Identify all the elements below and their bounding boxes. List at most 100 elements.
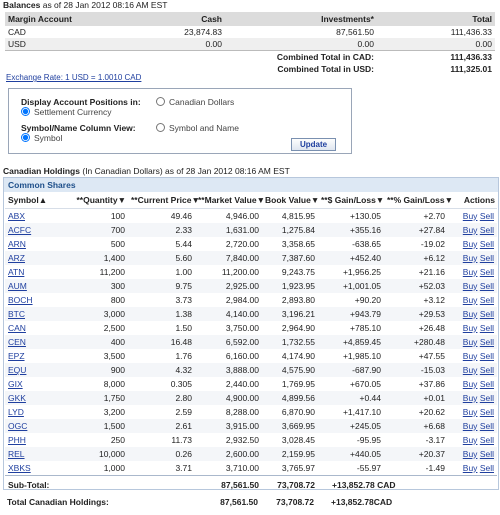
buy-link[interactable]: Buy <box>462 393 478 403</box>
subtotal-book: 73,708.72 <box>262 475 318 494</box>
radio-button[interactable] <box>21 107 30 116</box>
symbol-link[interactable]: LYD <box>8 407 24 417</box>
holdings-heading: Canadian Holdings (In Canadian Dollars) … <box>3 166 290 176</box>
sell-link[interactable]: Sell <box>479 281 494 291</box>
symbol-link[interactable]: AUM <box>8 281 27 291</box>
symbol-link[interactable]: ARN <box>8 239 26 249</box>
total-book: 73,708.72 <box>276 497 314 507</box>
sell-link[interactable]: Sell <box>479 337 494 347</box>
sell-link[interactable]: Sell <box>479 351 494 361</box>
buy-link[interactable]: Buy <box>462 435 478 445</box>
cell: 111,436.33 <box>450 27 492 37</box>
value-cell: 4,899.56 <box>262 391 318 405</box>
symbol-link[interactable]: EPZ <box>8 351 25 361</box>
value-cell: 4,575.90 <box>262 363 318 377</box>
buy-link[interactable]: Buy <box>462 449 478 459</box>
sell-link[interactable]: Sell <box>479 323 494 333</box>
value-cell: 3,750.00 <box>225 323 259 333</box>
buy-link[interactable]: Buy <box>462 351 478 361</box>
value-cell: 800 <box>110 295 125 305</box>
holding-row: AUM 300 9.75 2,925.00 1,923.95 +1,001.05 +52.0… <box>5 279 497 293</box>
radio-option[interactable]: Canadian Dollars <box>156 97 251 107</box>
exchange-rate-link[interactable]: Exchange Rate: 1 USD = 1.0010 CAD <box>6 73 142 82</box>
value-cell: +1,956.25 <box>342 267 381 277</box>
holding-row: CAN 2,500 1.50 3,750.00 2,964.90 +785.10 +26.4… <box>5 321 497 335</box>
buy-link[interactable]: Buy <box>462 337 478 347</box>
value-cell: 7,840.00 <box>195 251 262 265</box>
symbol-link[interactable]: EQU <box>8 365 27 375</box>
buy-link[interactable]: Buy <box>462 323 478 333</box>
value-cell: 11,200 <box>99 267 125 277</box>
cell: 23,874.83 <box>184 27 222 37</box>
sell-link[interactable]: Sell <box>479 225 494 235</box>
symbol-link[interactable]: ARZ <box>8 253 25 263</box>
radio-label: Canadian Dollars <box>169 97 235 107</box>
buy-link[interactable]: Buy <box>462 379 478 389</box>
cell: EQU <box>5 363 63 377</box>
cell: CEN <box>5 335 63 349</box>
symbol-link[interactable]: PHH <box>8 435 26 445</box>
symbol-link[interactable]: CEN <box>8 337 26 347</box>
symbol-link[interactable]: OGC <box>8 421 28 431</box>
value-cell: +452.40 <box>318 251 384 265</box>
sell-link[interactable]: Sell <box>479 449 494 459</box>
sell-link[interactable]: Sell <box>479 435 494 445</box>
radio-option[interactable]: Settlement Currency <box>21 107 131 117</box>
update-button[interactable]: Update <box>291 138 337 151</box>
sell-link[interactable]: Sell <box>479 267 494 277</box>
symbol-link[interactable]: REL <box>8 449 25 459</box>
value-cell: 2.59 <box>175 407 192 417</box>
radio-button[interactable] <box>21 133 30 142</box>
sell-link[interactable]: Sell <box>479 379 494 389</box>
holdings-table: Symbol▲ **Quantity▼ **Current Price▼ **Mark… <box>5 192 497 494</box>
sell-link[interactable]: Sell <box>479 421 494 431</box>
balance-row: USD 0.00 0.00 0.00 <box>5 38 495 51</box>
symbol-link[interactable]: ATN <box>8 267 25 277</box>
actions-cell: Buy Sell <box>448 363 497 377</box>
buy-link[interactable]: Buy <box>462 421 478 431</box>
holding-row: EQU 900 4.32 3,888.00 4,575.90 -687.90 -15.03 B… <box>5 363 497 377</box>
radio-button[interactable] <box>156 123 165 132</box>
buy-link[interactable]: Buy <box>462 365 478 375</box>
value-cell: 4,174.90 <box>281 351 315 361</box>
header-row: Symbol▲ **Quantity▼ **Current Price▼ **Mark… <box>5 192 497 209</box>
sell-link[interactable]: Sell <box>479 365 494 375</box>
buy-link[interactable]: Buy <box>462 407 478 417</box>
radio-button[interactable] <box>156 97 165 106</box>
buy-link[interactable]: Buy <box>462 225 478 235</box>
symbol-link[interactable]: GIX <box>8 379 23 389</box>
buy-link[interactable]: Buy <box>462 253 478 263</box>
value-cell: +20.62 <box>418 407 445 417</box>
value-cell: +90.20 <box>354 295 381 305</box>
sell-link[interactable]: Sell <box>479 239 494 249</box>
buy-link[interactable]: Buy <box>462 463 478 473</box>
value-cell: -19.02 <box>420 239 445 249</box>
buy-link[interactable]: Buy <box>462 267 478 277</box>
sell-link[interactable]: Sell <box>479 253 494 263</box>
buy-link[interactable]: Buy <box>462 281 478 291</box>
sell-link[interactable]: Sell <box>479 211 494 221</box>
cell: CAD <box>8 27 26 37</box>
holding-row: REL 10,000 0.26 2,600.00 2,159.95 +440.05 +20.… <box>5 447 497 461</box>
buy-link[interactable]: Buy <box>462 239 478 249</box>
radio-option[interactable]: Symbol and Name <box>156 123 251 133</box>
radio-option[interactable]: Symbol <box>21 133 131 143</box>
symbol-link[interactable]: ACFC <box>8 225 32 235</box>
buy-link[interactable]: Buy <box>462 295 478 305</box>
buy-link[interactable]: Buy <box>462 211 478 221</box>
symbol-link[interactable]: XBKS <box>8 463 31 473</box>
subtotal-row: Sub-Total: 87,561.50 73,708.72 +13,852.78 C… <box>5 475 497 494</box>
symbol-link[interactable]: BTC <box>8 309 25 319</box>
symbol-link[interactable]: ABX <box>8 211 26 221</box>
cell: ABX <box>5 209 63 224</box>
buy-link[interactable]: Buy <box>462 309 478 319</box>
symbol-link[interactable]: CAN <box>8 323 26 333</box>
sell-link[interactable]: Sell <box>479 463 494 473</box>
sell-link[interactable]: Sell <box>479 295 494 305</box>
sell-link[interactable]: Sell <box>479 407 494 417</box>
sell-link[interactable]: Sell <box>479 309 494 319</box>
value-cell: +3.12 <box>423 295 445 305</box>
symbol-link[interactable]: BOCH <box>8 295 33 305</box>
symbol-link[interactable]: GKK <box>8 393 26 403</box>
sell-link[interactable]: Sell <box>479 393 494 403</box>
